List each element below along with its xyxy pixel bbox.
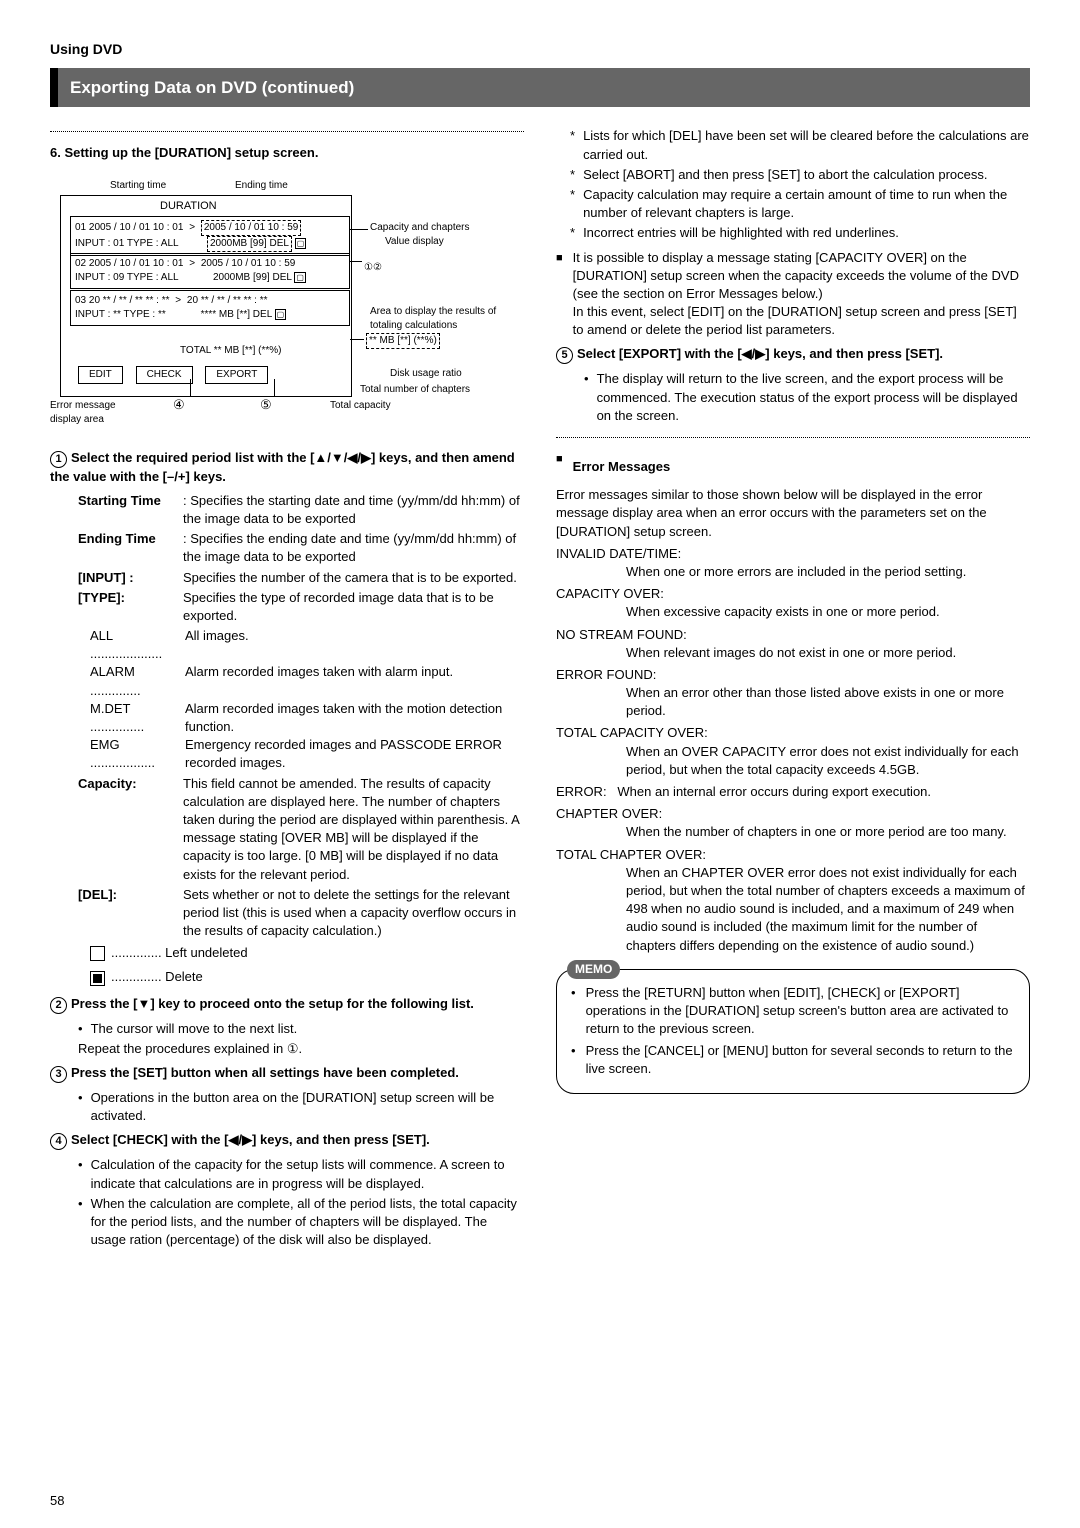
err-t7: CHAPTER OVER: [556,805,1030,823]
row3sub: INPUT : ** TYPE : ** [75,309,166,320]
lbl-cap-chapters: Capacity and chapters [370,221,470,235]
del-desc: Sets whether or not to delete the settin… [183,886,524,941]
checkbox-filled-icon [90,971,105,986]
marker-5: ⑤ [260,396,272,414]
row2b: 2005 / 10 / 01 10 : 59 [201,258,296,269]
delete-opt: .............. Delete [111,969,203,984]
alarm-desc: Alarm recorded images taken with alarm i… [185,663,453,699]
section-label: Using DVD [50,40,1030,60]
err-d1: When one or more errors are included in … [626,563,1030,581]
row2cap: 2000MB [99] DEL [213,272,292,283]
step6-heading: 6. Setting up the [DURATION] setup scree… [50,144,524,162]
marker-4: ④ [173,396,185,414]
page-title: Exporting Data on DVD (continued) [50,68,1030,108]
err-t8: TOTAL CHAPTER OVER: [556,846,1030,864]
alarm-term: ALARM .............. [90,664,141,697]
ending-desc: : Specifies the ending date and time (yy… [183,530,524,566]
duration-title: DURATION [160,199,217,214]
row3a: 03 20 ** / ** / ** ** : ** [75,295,170,306]
total-dash: ** MB [**] (**%) [366,333,440,349]
memo-2: Press the [CANCEL] or [MENU] button for … [586,1042,1015,1078]
rt-sq1: It is possible to display a message stat… [573,250,1019,301]
checkbox-empty-icon [90,946,105,961]
input-desc: Specifies the number of the camera that … [183,569,524,587]
total-label: TOTAL ** MB [**] (**%) [180,345,282,356]
ending-label: Ending Time [78,530,183,566]
type-label: [TYPE]: [78,589,183,625]
err-t2: CAPACITY OVER: [556,585,1030,603]
emg-term: EMG .................. [90,737,155,770]
row1cap: 2000MB [99] DEL [207,236,292,252]
left-undeleted: .............. Left undeleted [111,945,248,960]
row1sub: INPUT : 01 TYPE : ALL [75,238,178,249]
all-desc: All images. [185,627,249,663]
err-t5: TOTAL CAPACITY OVER: [556,724,1030,742]
step2-b2: Repeat the procedures explained in ①. [78,1040,524,1058]
duration-diagram: Starting time Ending time DURATION 01 20… [50,171,524,431]
rt-s4: Incorrect entries will be highlighted wi… [583,224,899,242]
memo-1: Press the [RETURN] button when [EDIT], [… [586,984,1015,1039]
lbl-disk: Disk usage ratio [390,367,462,381]
step4-heading: 4Select [CHECK] with the [◀/▶] keys, and… [50,1131,524,1150]
capacity-label: Capacity: [78,775,183,884]
step2-heading: 2Press the [▼] key to proceed onto the s… [50,995,524,1014]
step3-heading: 3Press the [SET] button when all setting… [50,1064,524,1083]
lbl-err: Error message display area [50,399,130,427]
lbl-starting-time: Starting time [110,179,166,193]
row2a: 02 2005 / 10 / 01 10 : 01 [75,258,183,269]
step1-heading: 1Select the required period list with th… [50,449,524,486]
input-label: [INPUT] : [78,569,183,587]
step3-b1: Operations in the button area on the [DU… [91,1089,524,1125]
step5-heading: 5Select [EXPORT] with the [◀/▶] keys, an… [556,345,1030,364]
page-number: 58 [50,1492,64,1510]
row3b: 20 ** / ** / ** ** : ** [187,295,268,306]
starting-desc: : Specifies the starting date and time (… [183,492,524,528]
err-d5: When an OVER CAPACITY error does not exi… [626,743,1030,779]
del-label: [DEL]: [78,886,183,941]
lbl-value: Value display [385,235,444,249]
rt-sq1b: In this event, select [EDIT] on the [DUR… [573,304,1017,337]
all-term: ALL .................... [90,628,162,661]
err-d8: When an CHAPTER OVER error does not exis… [626,864,1030,955]
memo-label: MEMO [567,960,620,979]
row1a: 01 2005 / 10 / 01 10 : 01 [75,222,183,233]
export-button: EXPORT [205,366,268,384]
marker-12: ①② [364,261,382,275]
err-d7: When the number of chapters in one or mo… [626,823,1030,841]
check-button: CHECK [136,366,193,384]
lbl-ending-time: Ending time [235,179,288,193]
mdet-desc: Alarm recorded images taken with the mot… [185,700,524,736]
err-intro: Error messages similar to those shown be… [556,486,1030,541]
err-t4: ERROR FOUND: [556,666,1030,684]
right-column: Lists for which [DEL] have been set will… [556,125,1030,1251]
mdet-term: M.DET ............... [90,701,144,734]
row2sub: INPUT : 09 TYPE : ALL [75,272,178,283]
capacity-desc: This field cannot be amended. The result… [183,775,524,884]
type-desc: Specifies the type of recorded image dat… [183,589,524,625]
err-d3: When relevant images do not exist in one… [626,644,1030,662]
err-d4: When an error other than those listed ab… [626,684,1030,720]
step5-b1: The display will return to the live scre… [597,370,1030,425]
starting-label: Starting Time [78,492,183,528]
row1b: 2005 / 10 / 01 10 : 59 [201,220,302,236]
step4-b2: When the calculation are complete, all o… [91,1195,524,1250]
row3cap: **** MB [**] DEL [201,309,272,320]
err-heading: Error Messages [573,458,671,476]
err-d2: When excessive capacity exists in one or… [626,603,1030,621]
err-t3: NO STREAM FOUND: [556,626,1030,644]
left-column: 6. Setting up the [DURATION] setup scree… [50,125,524,1251]
step2-b1: The cursor will move to the next list. [91,1020,298,1038]
step4-b1: Calculation of the capacity for the setu… [91,1156,524,1192]
err-t6: ERROR: When an internal error occurs dur… [556,783,1030,801]
rt-s2: Select [ABORT] and then press [SET] to a… [583,166,987,184]
memo-box: MEMO Press the [RETURN] button when [EDI… [556,969,1030,1094]
lbl-total-cap: Total capacity [330,399,391,413]
rt-s3: Capacity calculation may require a certa… [583,186,1030,222]
lbl-area: Area to display the results of totaling … [370,305,520,333]
rt-s1: Lists for which [DEL] have been set will… [583,127,1030,163]
edit-button: EDIT [78,366,123,384]
lbl-total-chap: Total number of chapters [360,383,470,397]
emg-desc: Emergency recorded images and PASSCODE E… [185,736,524,772]
err-t1: INVALID DATE/TIME: [556,545,1030,563]
